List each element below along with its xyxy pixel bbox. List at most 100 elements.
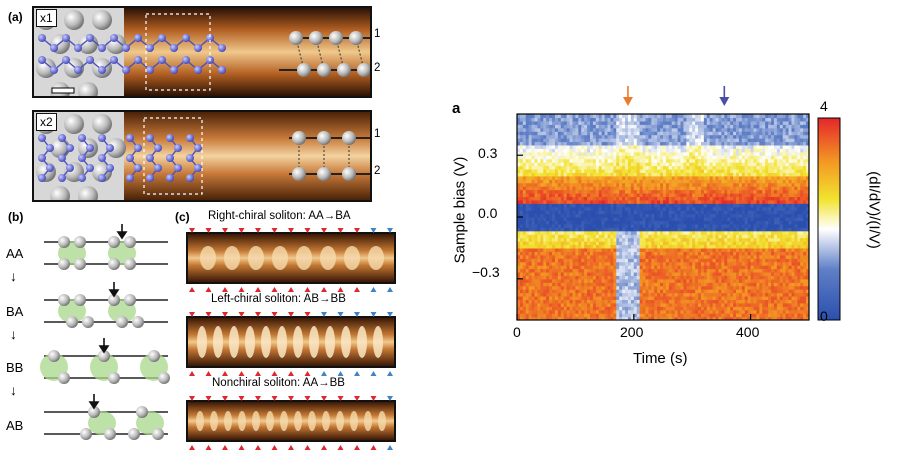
heatmap-cell: [633, 306, 638, 311]
heatmap-cell: [613, 138, 617, 143]
heatmap-cell: [686, 120, 690, 125]
heatmap-cell: [517, 192, 521, 197]
heatmap-cell: [563, 210, 568, 215]
heatmap-cell: [671, 282, 676, 287]
heatmap-cell: [610, 182, 614, 187]
heatmap-cell: [651, 254, 655, 259]
heatmap-cell: [715, 141, 720, 146]
heatmap-cell: [537, 241, 541, 246]
heatmap-cell: [525, 186, 530, 191]
heatmap-cell: [619, 213, 623, 218]
heatmap-cell: [519, 213, 524, 218]
heatmap-cell: [575, 275, 579, 280]
heatmap-cell: [522, 223, 527, 228]
heatmap-cell: [627, 265, 632, 270]
heatmap-cell: [747, 251, 752, 256]
heatmap-cell: [636, 162, 641, 167]
heatmap-cell: [633, 316, 638, 320]
heatmap-cell: [557, 203, 562, 208]
heatmap-cell: [648, 158, 652, 163]
heatmap-cell: [566, 175, 571, 180]
heatmap-cell: [630, 244, 635, 249]
heatmap-cell: [622, 234, 626, 239]
heatmap-cell: [709, 299, 714, 304]
heatmap-cell: [680, 162, 685, 167]
heatmap-cell: [519, 295, 524, 300]
heatmap-cell: [578, 292, 582, 297]
heatmap-cell: [525, 278, 530, 283]
heatmap-cell: [569, 230, 574, 235]
heatmap-cell: [645, 275, 649, 280]
heatmap-cell: [616, 247, 620, 252]
heatmap-cell: [554, 155, 559, 160]
heatmap-cell: [540, 127, 544, 132]
heatmap-cell: [610, 127, 614, 132]
heatmap-cell: [630, 220, 635, 225]
heatmap-cell: [741, 158, 746, 163]
heatmap-cell: [727, 237, 731, 242]
heatmap-cell: [686, 162, 690, 167]
heatmap-cell: [636, 192, 641, 197]
heatmap-cell: [718, 203, 722, 208]
heatmap-cell: [610, 275, 614, 280]
heatmap-cell: [625, 182, 629, 187]
heatmap-cell: [540, 175, 544, 180]
heatmap-cell: [639, 192, 644, 197]
marker-top: [387, 228, 393, 233]
heatmap-cell: [560, 182, 565, 187]
heatmap-cell: [712, 237, 717, 242]
heatmap-cell: [554, 210, 559, 215]
heatmap-cell: [572, 206, 576, 211]
heatmap-cell: [569, 127, 574, 132]
heatmap-cell: [677, 172, 682, 177]
heatmap-cell: [753, 268, 758, 273]
heatmap-cell: [689, 141, 693, 146]
heatmap-cell: [625, 151, 629, 156]
heatmap-cell: [522, 254, 527, 259]
heatmap-cell: [575, 251, 579, 256]
heatmap-cell: [581, 155, 585, 160]
heatmap-cell: [625, 217, 629, 222]
heatmap-cell: [665, 134, 670, 139]
heatmap-cell: [581, 227, 585, 232]
heatmap-cell: [683, 131, 687, 136]
heatmap-cell: [741, 210, 746, 215]
heatmap-cell: [636, 175, 641, 180]
heatmap-cell: [572, 165, 576, 170]
heatmap-cell: [668, 186, 673, 191]
heatmap-cell: [677, 151, 682, 156]
heatmap-cell: [601, 282, 606, 287]
heatmap-cell: [517, 247, 521, 252]
heatmap-cell: [549, 120, 553, 125]
heatmap-cell: [566, 210, 571, 215]
heatmap-cell: [578, 254, 582, 259]
heatmap-cell: [601, 234, 606, 239]
heatmap-cell: [703, 278, 708, 283]
heatmap-cell: [595, 313, 600, 318]
heatmap-cell: [610, 258, 614, 263]
heatmap-cell: [738, 134, 743, 139]
heatmap-cell: [750, 251, 755, 256]
heatmap-cell: [689, 282, 693, 287]
heatmap-cell: [747, 213, 752, 218]
heatmap-cell: [648, 210, 652, 215]
heatmap-cell: [654, 117, 658, 122]
heatmap-cell: [540, 309, 544, 314]
heatmap-cell: [557, 172, 562, 177]
heatmap-cell: [736, 278, 740, 283]
heatmap-cell: [721, 158, 725, 163]
heatmap-cell: [578, 316, 582, 320]
heatmap-cell: [560, 186, 565, 191]
heatmap-cell: [724, 210, 728, 215]
heatmap-cell: [721, 302, 725, 307]
heatmap-cell: [665, 138, 670, 143]
heatmap-cell: [683, 182, 687, 187]
heatmap-cell: [750, 309, 755, 314]
heatmap-cell: [610, 230, 614, 235]
heatmap-cell: [549, 148, 553, 153]
heatmap-cell: [657, 302, 661, 307]
heatmap-cell: [519, 131, 524, 136]
heatmap-cell: [718, 251, 722, 256]
heatmap-cell: [575, 292, 579, 297]
heatmap-cell: [733, 237, 737, 242]
